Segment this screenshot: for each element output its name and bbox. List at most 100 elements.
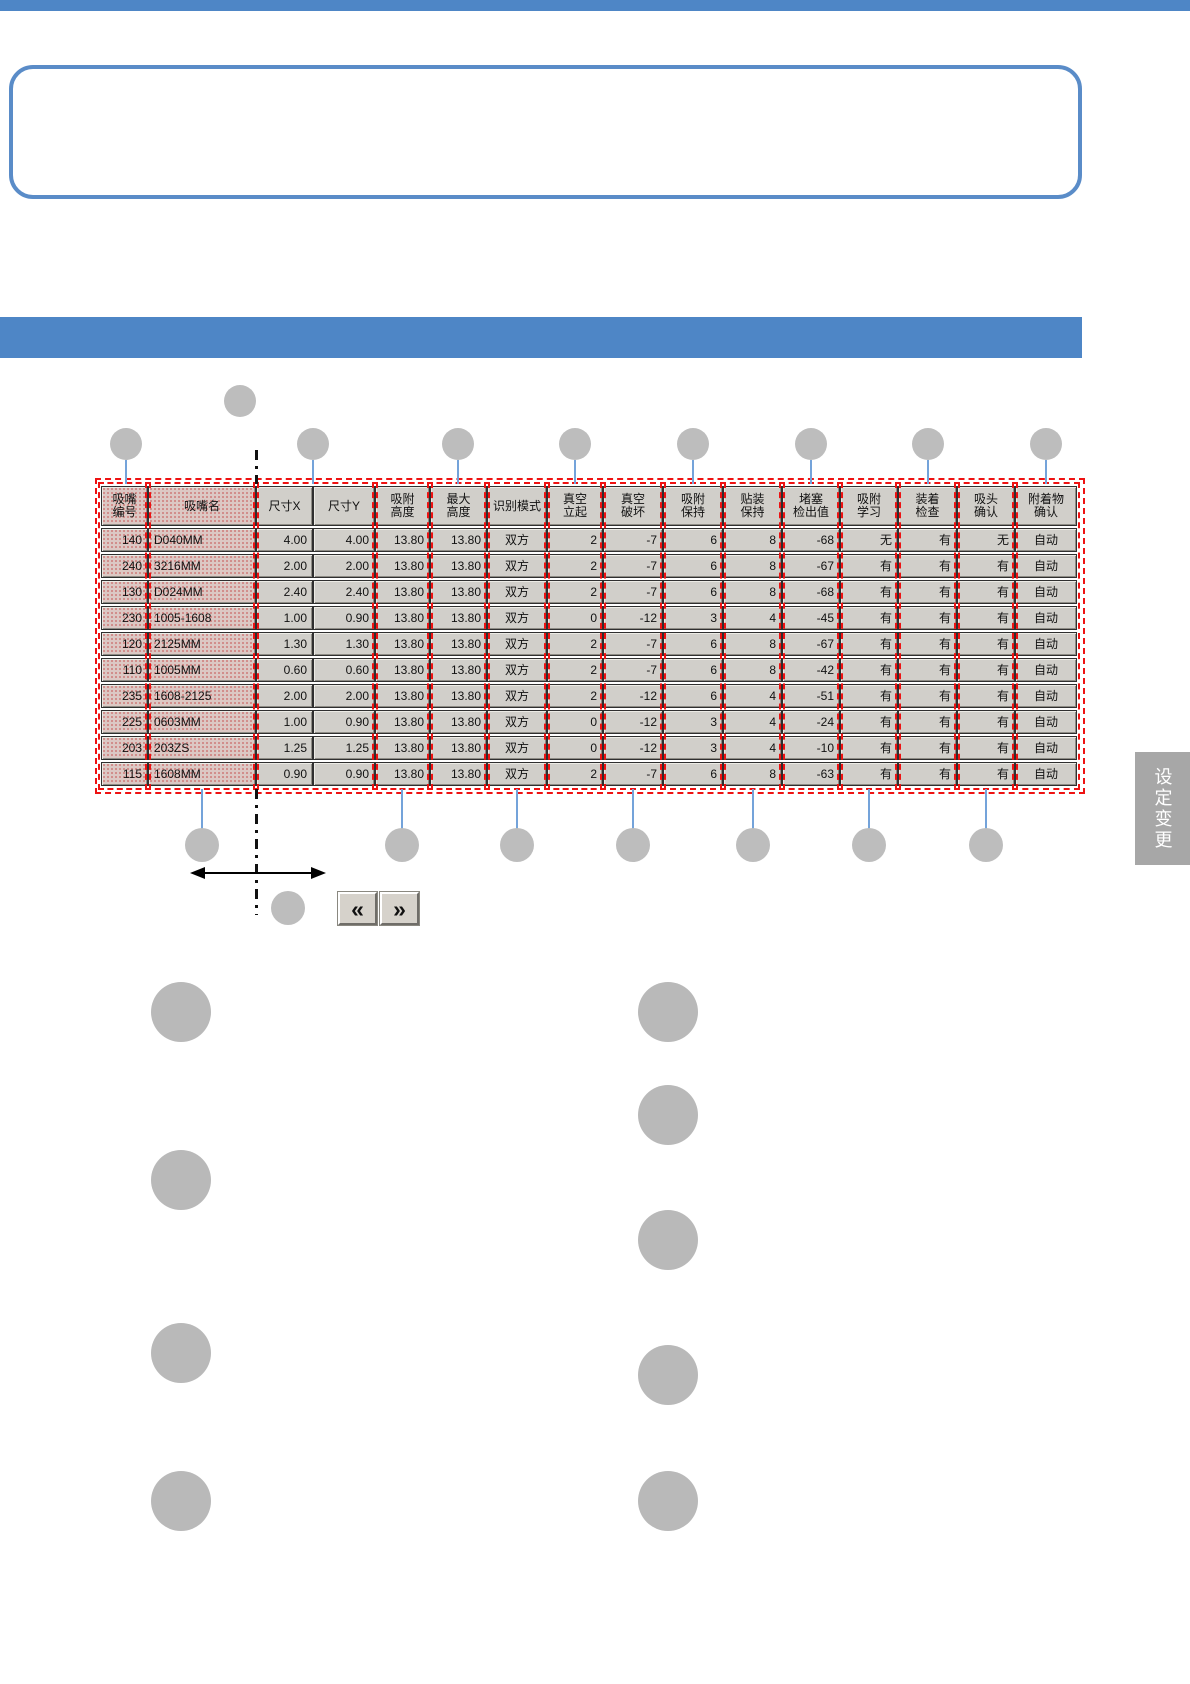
table-cell[interactable]: 有 — [957, 736, 1015, 760]
table-cell[interactable]: 双方 — [487, 606, 547, 630]
table-cell[interactable]: 双方 — [487, 528, 547, 552]
table-cell[interactable]: 自动 — [1015, 684, 1077, 708]
table-cell[interactable]: -42 — [782, 658, 840, 682]
table-cell[interactable]: 240 — [101, 554, 148, 578]
scroll-columns-right-button[interactable]: » — [380, 892, 419, 925]
table-cell[interactable]: 1.25 — [313, 736, 375, 760]
table-cell[interactable]: 1.00 — [256, 710, 313, 734]
table-cell[interactable]: 0.90 — [313, 710, 375, 734]
table-cell[interactable]: 2 — [547, 684, 603, 708]
table-cell[interactable]: -12 — [603, 736, 663, 760]
table-cell[interactable]: 13.80 — [430, 762, 487, 786]
table-cell[interactable]: D040MM — [148, 528, 256, 552]
table-cell[interactable]: 3 — [663, 710, 723, 734]
table-cell[interactable]: 双方 — [487, 658, 547, 682]
table-cell[interactable]: 225 — [101, 710, 148, 734]
table-cell[interactable]: 13.80 — [430, 554, 487, 578]
table-cell[interactable]: -68 — [782, 580, 840, 604]
table-cell[interactable]: 有 — [898, 736, 957, 760]
table-cell[interactable]: 3 — [663, 606, 723, 630]
table-cell[interactable]: 有 — [898, 762, 957, 786]
table-cell[interactable]: 2125MM — [148, 632, 256, 656]
table-cell[interactable]: -24 — [782, 710, 840, 734]
table-cell[interactable]: 有 — [840, 736, 898, 760]
table-cell[interactable]: 0 — [547, 736, 603, 760]
table-cell[interactable]: -63 — [782, 762, 840, 786]
table-cell[interactable]: 13.80 — [375, 658, 430, 682]
table-cell[interactable]: 13.80 — [375, 632, 430, 656]
table-cell[interactable]: 1005-1608 — [148, 606, 256, 630]
table-cell[interactable]: -51 — [782, 684, 840, 708]
table-cell[interactable]: 0.90 — [313, 762, 375, 786]
table-cell[interactable]: D024MM — [148, 580, 256, 604]
table-cell[interactable]: 有 — [840, 658, 898, 682]
table-cell[interactable]: 有 — [957, 684, 1015, 708]
table-cell[interactable]: -10 — [782, 736, 840, 760]
table-cell[interactable]: 有 — [957, 554, 1015, 578]
table-cell[interactable]: 2 — [547, 580, 603, 604]
table-cell[interactable]: -7 — [603, 580, 663, 604]
table-cell[interactable]: 4 — [723, 710, 782, 734]
table-cell[interactable]: 6 — [663, 762, 723, 786]
table-cell[interactable]: 自动 — [1015, 632, 1077, 656]
table-cell[interactable]: 6 — [663, 554, 723, 578]
table-cell[interactable]: 8 — [723, 528, 782, 552]
table-cell[interactable]: 有 — [840, 580, 898, 604]
table-cell[interactable]: 2.00 — [256, 554, 313, 578]
table-cell[interactable]: 双方 — [487, 554, 547, 578]
table-cell[interactable]: 13.80 — [375, 710, 430, 734]
table-cell[interactable]: 13.80 — [430, 632, 487, 656]
table-cell[interactable]: 8 — [723, 632, 782, 656]
table-cell[interactable]: 13.80 — [430, 528, 487, 552]
table-cell[interactable]: 4.00 — [256, 528, 313, 552]
table-cell[interactable]: 13.80 — [430, 684, 487, 708]
table-cell[interactable]: 双方 — [487, 762, 547, 786]
table-cell[interactable]: 13.80 — [375, 554, 430, 578]
table-cell[interactable]: -7 — [603, 658, 663, 682]
table-cell[interactable]: 230 — [101, 606, 148, 630]
table-cell[interactable]: 有 — [898, 684, 957, 708]
table-cell[interactable]: 2.40 — [313, 580, 375, 604]
table-cell[interactable]: 1.30 — [256, 632, 313, 656]
table-cell[interactable]: 有 — [957, 580, 1015, 604]
table-cell[interactable]: 2.00 — [313, 554, 375, 578]
table-cell[interactable]: -12 — [603, 684, 663, 708]
table-cell[interactable]: 有 — [898, 658, 957, 682]
table-cell[interactable]: 自动 — [1015, 528, 1077, 552]
table-cell[interactable]: 2.00 — [313, 684, 375, 708]
table-cell[interactable]: 自动 — [1015, 606, 1077, 630]
table-cell[interactable]: 0 — [547, 710, 603, 734]
table-cell[interactable]: 6 — [663, 580, 723, 604]
table-cell[interactable]: 13.80 — [430, 710, 487, 734]
table-cell[interactable]: 13.80 — [430, 606, 487, 630]
table-cell[interactable]: 双方 — [487, 580, 547, 604]
table-cell[interactable]: 110 — [101, 658, 148, 682]
table-cell[interactable]: 1005MM — [148, 658, 256, 682]
table-cell[interactable]: 120 — [101, 632, 148, 656]
table-cell[interactable]: 0 — [547, 606, 603, 630]
table-cell[interactable]: 2 — [547, 762, 603, 786]
table-cell[interactable]: 有 — [957, 632, 1015, 656]
table-cell[interactable]: 13.80 — [430, 658, 487, 682]
table-cell[interactable]: 有 — [898, 632, 957, 656]
table-cell[interactable]: 1608MM — [148, 762, 256, 786]
table-cell[interactable]: 6 — [663, 684, 723, 708]
table-cell[interactable]: 4 — [723, 736, 782, 760]
table-cell[interactable]: 有 — [840, 762, 898, 786]
table-cell[interactable]: 有 — [957, 710, 1015, 734]
table-cell[interactable]: -67 — [782, 632, 840, 656]
table-cell[interactable]: 有 — [957, 606, 1015, 630]
table-cell[interactable]: 8 — [723, 658, 782, 682]
table-cell[interactable]: -45 — [782, 606, 840, 630]
table-cell[interactable]: 有 — [840, 710, 898, 734]
table-cell[interactable]: 2 — [547, 658, 603, 682]
table-cell[interactable]: 4 — [723, 606, 782, 630]
table-cell[interactable]: 1608-2125 — [148, 684, 256, 708]
table-cell[interactable]: 130 — [101, 580, 148, 604]
table-cell[interactable]: -12 — [603, 606, 663, 630]
scroll-columns-left-button[interactable]: « — [338, 892, 377, 925]
table-cell[interactable]: 自动 — [1015, 554, 1077, 578]
table-cell[interactable]: 4.00 — [313, 528, 375, 552]
table-cell[interactable]: 双方 — [487, 684, 547, 708]
table-cell[interactable]: 2 — [547, 528, 603, 552]
